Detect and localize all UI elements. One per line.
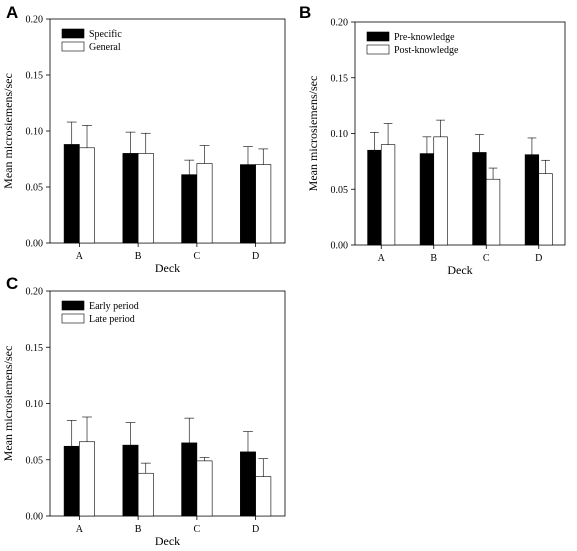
- y-tick-label: 0.00: [26, 512, 44, 523]
- legend-swatch: [61, 41, 85, 52]
- panel-letter: B: [299, 3, 311, 22]
- bar-early-period-d: [240, 451, 256, 517]
- x-tick-label: D: [535, 253, 542, 264]
- y-tick-label: 0.10: [26, 399, 44, 410]
- x-axis-title: Deck: [447, 263, 472, 277]
- x-tick-label: C: [194, 251, 201, 262]
- bar-pre-knowledge-b: [419, 153, 435, 246]
- legend-label: Post-knowledge: [394, 45, 459, 56]
- bar-specific-c: [181, 174, 198, 244]
- y-tick-label: 0.10: [26, 127, 44, 138]
- chart-panel-c: C 0.00 0.05 0.10 0.15 0.20 A B C D Deck Mean micros…: [1, 274, 286, 548]
- chart-panel-b: B 0.00 0.05 0.10 0.15 0.20 A B C D Deck Mean micros…: [299, 3, 566, 277]
- bar-post-knowledge-b: [433, 136, 448, 246]
- x-tick-label: A: [76, 251, 84, 262]
- x-tick-label: C: [483, 253, 490, 264]
- y-tick-label: 0.00: [26, 239, 44, 250]
- legend-swatch: [61, 28, 85, 39]
- chart-panel-a: A 0.00 0.05 0.10 0.15 0.20 A B C D Deck Mean micros…: [1, 3, 286, 275]
- y-axis-title: Mean microsiemens/sec: [1, 346, 15, 462]
- x-tick-label: D: [252, 524, 259, 535]
- x-tick-label: B: [430, 253, 437, 264]
- y-tick-label: 0.00: [331, 241, 349, 252]
- y-tick-label: 0.05: [331, 185, 349, 196]
- x-tick-label: B: [135, 524, 142, 535]
- y-tick-label: 0.05: [26, 183, 44, 194]
- x-tick-label: A: [378, 253, 386, 264]
- bar-late-period-a: [79, 441, 95, 517]
- panel-letter: A: [6, 3, 18, 22]
- bar-post-knowledge-c: [485, 178, 501, 246]
- y-tick-label: 0.15: [26, 71, 44, 82]
- bar-pre-knowledge-c: [472, 152, 487, 246]
- legend-label: Early period: [89, 301, 139, 312]
- legend-swatch: [366, 44, 390, 55]
- bar-pre-knowledge-d: [524, 154, 540, 246]
- y-axis-title: Mean microsiemens/sec: [306, 76, 320, 192]
- bar-late-period-d: [255, 476, 272, 517]
- y-tick-label: 0.20: [26, 15, 44, 26]
- x-axis-title: Deck: [155, 261, 180, 275]
- x-tick-label: C: [194, 524, 201, 535]
- bar-general-d: [255, 164, 272, 244]
- legend-label: Specific: [89, 29, 122, 40]
- legend-swatch: [61, 300, 85, 311]
- legend-swatch: [61, 313, 85, 324]
- bar-general-c: [196, 163, 213, 244]
- y-tick-label: 0.15: [26, 343, 44, 354]
- x-tick-label: A: [76, 524, 84, 535]
- bar-early-period-c: [181, 442, 198, 517]
- legend-label: General: [89, 42, 121, 53]
- y-tick-label: 0.20: [331, 18, 349, 29]
- bar-post-knowledge-d: [538, 173, 553, 246]
- bar-post-knowledge-a: [380, 144, 396, 246]
- y-axis-title: Mean microsiemens/sec: [1, 73, 15, 189]
- legend-swatch: [366, 31, 390, 42]
- bar-specific-d: [240, 164, 256, 244]
- bar-early-period-a: [63, 445, 80, 517]
- bar-pre-knowledge-a: [367, 149, 382, 246]
- legend-label: Pre-knowledge: [394, 32, 455, 43]
- x-axis-title: Deck: [155, 534, 180, 548]
- y-tick-label: 0.05: [26, 455, 44, 466]
- bar-late-period-c: [196, 460, 213, 517]
- x-tick-label: D: [252, 251, 259, 262]
- x-tick-label: B: [135, 251, 142, 262]
- y-tick-label: 0.20: [26, 287, 44, 298]
- bar-specific-a: [63, 144, 80, 244]
- bar-general-b: [137, 153, 154, 244]
- panel-letter: C: [6, 274, 18, 293]
- bar-general-a: [79, 147, 95, 244]
- legend-label: Late period: [89, 314, 135, 325]
- bar-early-period-b: [122, 444, 139, 517]
- y-tick-label: 0.15: [331, 73, 349, 84]
- y-tick-label: 0.10: [331, 129, 349, 140]
- bar-specific-b: [122, 153, 139, 244]
- bar-late-period-b: [137, 472, 154, 517]
